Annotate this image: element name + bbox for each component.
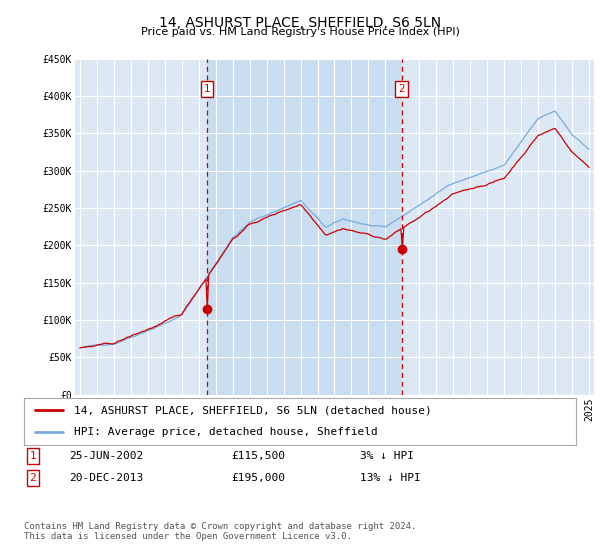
Text: £115,500: £115,500: [231, 451, 285, 461]
Text: Price paid vs. HM Land Registry's House Price Index (HPI): Price paid vs. HM Land Registry's House …: [140, 27, 460, 37]
Text: 25-JUN-2002: 25-JUN-2002: [69, 451, 143, 461]
Text: 2: 2: [398, 83, 405, 94]
Text: 1: 1: [29, 451, 37, 461]
Text: 20-DEC-2013: 20-DEC-2013: [69, 473, 143, 483]
Text: 14, ASHURST PLACE, SHEFFIELD, S6 5LN (detached house): 14, ASHURST PLACE, SHEFFIELD, S6 5LN (de…: [74, 405, 431, 416]
Bar: [207, 59, 401, 395]
Text: 1: 1: [203, 83, 210, 94]
Text: 2: 2: [29, 473, 37, 483]
Text: £195,000: £195,000: [231, 473, 285, 483]
Text: HPI: Average price, detached house, Sheffield: HPI: Average price, detached house, Shef…: [74, 427, 377, 437]
Text: 3% ↓ HPI: 3% ↓ HPI: [360, 451, 414, 461]
Text: 14, ASHURST PLACE, SHEFFIELD, S6 5LN: 14, ASHURST PLACE, SHEFFIELD, S6 5LN: [159, 16, 441, 30]
Text: Contains HM Land Registry data © Crown copyright and database right 2024.
This d: Contains HM Land Registry data © Crown c…: [24, 522, 416, 542]
Text: 13% ↓ HPI: 13% ↓ HPI: [360, 473, 421, 483]
